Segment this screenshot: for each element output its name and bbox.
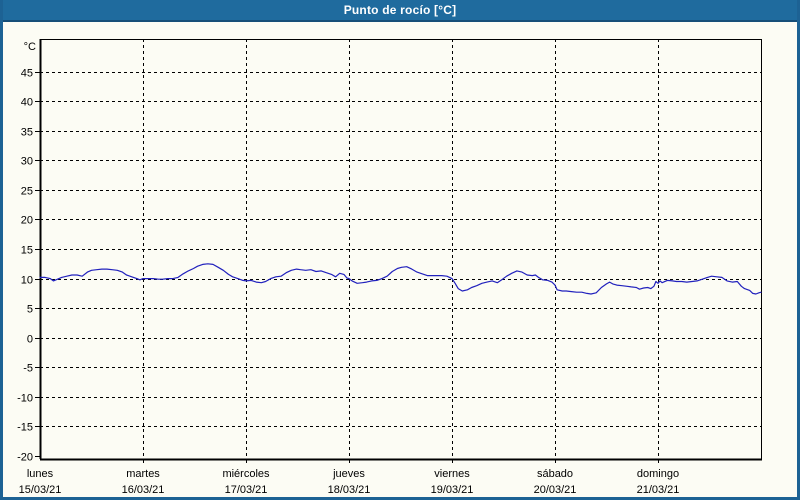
y-tick-label: -10 [17,393,33,405]
x-day-name-label: martes [126,468,160,480]
y-axis-unit-label: °C [24,41,36,53]
x-day-date-label: 17/03/21 [225,484,268,495]
y-tick-label: 40 [21,97,33,109]
y-tick-label: 45 [21,68,33,80]
y-tick-label: -20 [17,452,33,464]
window-titlebar: Punto de rocío [°C] [3,0,797,22]
x-day-name-label: jueves [332,468,365,480]
x-day-date-label: 15/03/21 [19,484,62,495]
y-tick-label: 20 [21,215,33,227]
chart-area: 45 40 35 30 25 20 15 10 5 0 -5 -10 -15 -20 °C lunes 15/0… [3,22,797,495]
y-tick-label: 0 [27,334,33,346]
y-tick-label: 10 [21,275,33,287]
x-day-date-label: 19/03/21 [431,484,474,495]
y-tick-label: 5 [27,304,33,316]
y-tick-label: -15 [17,422,33,434]
chart-title: Punto de rocío [°C] [343,3,457,17]
x-day-date-label: 20/03/21 [534,484,577,495]
x-day-name-label: lunes [27,468,54,480]
y-tick-label: 25 [21,186,33,198]
dewpoint-series-line [39,263,762,295]
x-day-date-label: 16/03/21 [122,484,165,495]
x-day-date-label: 18/03/21 [328,484,371,495]
dewpoint-line-chart: 45 40 35 30 25 20 15 10 5 0 -5 -10 -15 -20 °C lunes 15/0… [17,39,762,495]
x-day-name-label: sábado [537,468,573,480]
y-tick-label: 35 [21,127,33,139]
x-day-date-label: 21/03/21 [637,484,680,495]
y-tick-label: 15 [21,245,33,257]
x-day-name-label: viernes [434,468,470,480]
x-day-name-label: miércoles [222,468,270,480]
x-day-name-label: domingo [637,468,679,480]
y-tick-label: 30 [21,156,33,168]
y-tick-label: -5 [23,363,33,375]
